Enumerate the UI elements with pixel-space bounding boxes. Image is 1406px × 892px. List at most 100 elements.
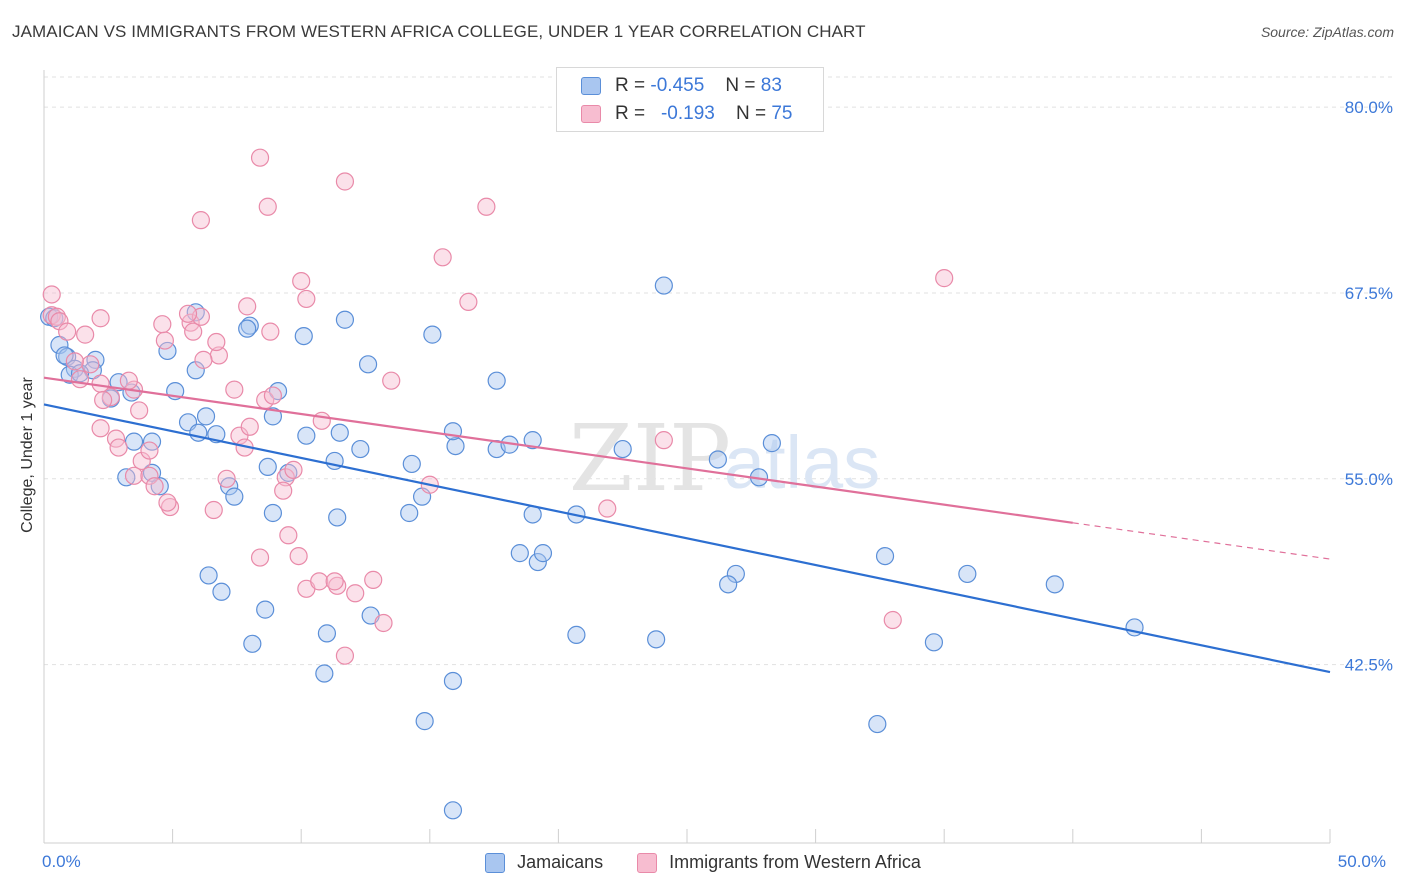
y-tick-label: 80.0%	[1345, 98, 1393, 117]
jamaican-point	[708, 450, 727, 469]
western-africa-point	[477, 197, 496, 216]
western-africa-point	[935, 269, 954, 288]
jamaican-point	[523, 505, 542, 524]
western-africa-point	[191, 211, 210, 230]
jamaican-point	[263, 503, 283, 523]
jamaican-point	[124, 432, 144, 451]
western-africa-point	[297, 289, 316, 309]
jamaican-point	[613, 439, 632, 459]
jamaican-point	[158, 341, 177, 361]
series-legend-label: Immigrants from Western Africa	[669, 852, 921, 872]
jamaican-point	[719, 575, 738, 594]
western-africa-point	[459, 292, 478, 311]
x-axis-max-label: 50.0%	[1337, 852, 1386, 871]
western-africa-point	[261, 322, 280, 341]
legend-n-label: N =	[735, 103, 767, 124]
western-africa-point	[312, 411, 331, 430]
western-africa-point	[94, 390, 113, 410]
jamaican-point	[415, 712, 434, 731]
legend-n-value: 75	[771, 103, 793, 124]
series-legend-item-jamaicans[interactable]: Jamaicans	[485, 852, 603, 873]
trend-line-extrapolated	[1072, 522, 1331, 560]
jamaican-point	[567, 625, 586, 644]
jamaican-point	[212, 582, 231, 601]
correlation-legend: R = -0.455 N = 83 R = -0.193 N = 75	[556, 67, 824, 132]
jamaican-point	[117, 468, 136, 487]
western-africa-point	[240, 417, 259, 436]
western-africa-point	[76, 325, 95, 344]
jamaican-point	[487, 371, 506, 390]
western-africa-point	[263, 386, 283, 405]
western-africa-point	[145, 477, 164, 496]
western-africa-point	[598, 499, 617, 518]
western-africa-point	[284, 460, 303, 479]
western-africa-point	[91, 309, 110, 328]
western-africa-point	[130, 401, 149, 420]
western-africa-point	[109, 438, 128, 457]
western-africa-point	[335, 646, 355, 665]
western-africa-point	[250, 148, 270, 167]
y-tick-label: 55.0%	[1345, 470, 1393, 489]
chart-title: JAMAICAN VS IMMIGRANTS FROM WESTERN AFRI…	[12, 22, 866, 41]
jamaican-point	[443, 671, 463, 691]
jamaican-point	[258, 457, 277, 477]
trend-line	[43, 403, 1331, 674]
jamaican-point	[328, 508, 347, 527]
legend-row-jamaicans: R = -0.455 N = 83	[581, 74, 782, 98]
western-africa-point	[279, 526, 298, 545]
western-africa-point	[274, 481, 293, 500]
western-africa-point	[140, 466, 159, 485]
legend-r-label: R =	[615, 75, 646, 96]
source-label: Source: ZipAtlas.com	[1260, 24, 1394, 40]
jamaican-point	[315, 664, 334, 683]
jamaican-point	[958, 564, 977, 584]
legend-r-label: R =	[615, 103, 646, 124]
legend-swatch-blue	[581, 77, 601, 95]
jamaican-point	[220, 477, 239, 496]
western-africa-point	[155, 331, 174, 350]
jamaican-point	[523, 431, 542, 450]
western-africa-point	[194, 350, 213, 369]
jamaican-point	[199, 566, 218, 585]
western-africa-point	[258, 197, 277, 216]
jamaican-point	[317, 624, 337, 643]
jamaican-point	[122, 383, 141, 402]
series-legend-item-western-africa[interactable]: Immigrants from Western Africa	[637, 852, 921, 873]
western-africa-point	[42, 285, 61, 304]
western-africa-point	[346, 584, 365, 603]
western-africa-point	[158, 493, 177, 512]
series-swatch-pink	[637, 852, 658, 873]
legend-n-value: 83	[760, 75, 782, 96]
jamaican-point	[654, 276, 673, 295]
western-africa-point	[374, 613, 393, 633]
western-africa-point	[325, 572, 344, 591]
western-africa-point	[382, 371, 401, 390]
western-africa-point	[70, 370, 90, 389]
western-africa-point	[178, 304, 198, 323]
y-tick-label: 67.5%	[1345, 284, 1393, 303]
western-africa-point	[207, 332, 226, 352]
jamaican-point	[196, 407, 216, 426]
jamaican-point	[330, 423, 349, 442]
legend-r-value: -0.455	[650, 75, 705, 96]
jamaican-point	[335, 310, 355, 329]
jamaican-point	[423, 325, 442, 344]
western-africa-point	[217, 469, 236, 488]
jamaican-point	[55, 346, 74, 365]
western-africa-point	[225, 380, 244, 399]
legend-row-western-africa: R = -0.193 N = 75	[581, 102, 792, 126]
jamaican-point	[225, 487, 244, 506]
series-legend-label: Jamaicans	[517, 852, 604, 872]
western-africa-point	[91, 419, 110, 438]
jamaican-point	[533, 544, 553, 563]
western-africa-point	[335, 172, 355, 191]
western-africa-point	[292, 271, 311, 291]
watermark-zip: ZIP	[569, 405, 731, 512]
jamaican-point	[402, 454, 421, 474]
jamaican-point	[868, 714, 887, 734]
western-africa-point	[276, 468, 295, 487]
western-africa-point	[250, 548, 270, 567]
jamaican-point	[647, 630, 666, 649]
jamaican-point	[243, 634, 262, 653]
western-africa-point	[140, 441, 159, 460]
